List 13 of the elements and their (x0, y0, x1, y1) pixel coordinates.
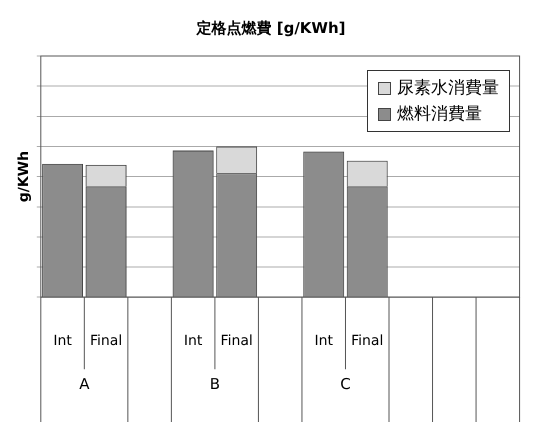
legend-label: 尿素水消費量 (397, 77, 499, 100)
x-tick-label: Final (90, 333, 122, 350)
text: B (210, 375, 220, 394)
y-axis-title: g/KWh (16, 150, 32, 202)
x-tick-label: Int (184, 333, 203, 350)
chart-title: 定格点燃費 [g/KWh] (196, 18, 346, 37)
x-tick-label: Int (314, 333, 334, 350)
x-tick-label: Int (53, 333, 72, 350)
x-tick-label: Final (220, 333, 253, 350)
x-tick-label: Final (351, 333, 384, 350)
text: A (79, 375, 90, 394)
text: C (340, 375, 351, 394)
legend-label: 燃料消費量 (397, 103, 482, 126)
